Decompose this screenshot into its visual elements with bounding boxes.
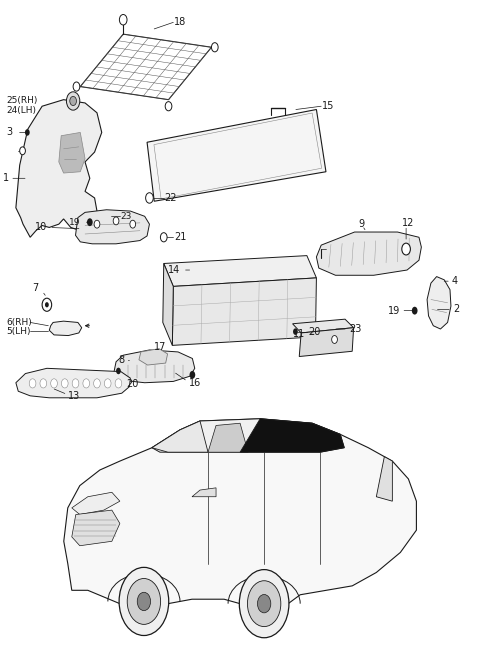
Text: 20: 20 bbox=[127, 379, 139, 389]
Polygon shape bbox=[152, 421, 208, 452]
Polygon shape bbox=[163, 263, 173, 345]
Circle shape bbox=[190, 371, 195, 379]
Text: 6(RH): 6(RH) bbox=[6, 318, 32, 327]
Text: 25(RH): 25(RH) bbox=[6, 97, 38, 105]
Circle shape bbox=[40, 379, 47, 388]
Circle shape bbox=[61, 379, 68, 388]
Circle shape bbox=[94, 220, 100, 228]
Text: 24(LH): 24(LH) bbox=[6, 106, 36, 114]
Polygon shape bbox=[72, 510, 120, 545]
Circle shape bbox=[66, 92, 80, 110]
Circle shape bbox=[51, 379, 58, 388]
Circle shape bbox=[240, 570, 289, 638]
Text: 1: 1 bbox=[3, 173, 9, 184]
Circle shape bbox=[115, 379, 122, 388]
Polygon shape bbox=[59, 132, 85, 173]
Text: 19: 19 bbox=[388, 306, 400, 316]
Polygon shape bbox=[147, 109, 326, 201]
Polygon shape bbox=[293, 319, 354, 333]
Polygon shape bbox=[152, 418, 344, 452]
Text: 21: 21 bbox=[174, 232, 187, 242]
Text: 5(LH): 5(LH) bbox=[6, 327, 31, 336]
Polygon shape bbox=[376, 457, 392, 501]
Circle shape bbox=[83, 379, 90, 388]
Text: 7: 7 bbox=[33, 284, 39, 293]
Polygon shape bbox=[114, 350, 195, 383]
Circle shape bbox=[87, 218, 93, 226]
Circle shape bbox=[45, 302, 49, 307]
Polygon shape bbox=[164, 255, 316, 286]
Circle shape bbox=[160, 233, 167, 242]
Circle shape bbox=[119, 567, 168, 636]
Text: 9: 9 bbox=[359, 219, 364, 229]
Text: 22: 22 bbox=[165, 193, 177, 203]
Circle shape bbox=[72, 379, 79, 388]
Text: 13: 13 bbox=[68, 391, 81, 401]
Text: 16: 16 bbox=[189, 378, 201, 388]
Polygon shape bbox=[16, 99, 102, 238]
Circle shape bbox=[113, 217, 119, 225]
Circle shape bbox=[293, 328, 298, 335]
Circle shape bbox=[94, 379, 100, 388]
Polygon shape bbox=[192, 488, 216, 497]
Circle shape bbox=[70, 96, 76, 105]
Circle shape bbox=[116, 368, 121, 374]
Polygon shape bbox=[208, 423, 248, 452]
Polygon shape bbox=[49, 321, 82, 336]
Text: 11: 11 bbox=[293, 329, 305, 340]
Text: 10: 10 bbox=[35, 222, 48, 232]
Circle shape bbox=[104, 379, 111, 388]
Text: 4: 4 bbox=[452, 276, 458, 286]
Text: 20: 20 bbox=[308, 326, 320, 337]
Polygon shape bbox=[72, 492, 120, 515]
Polygon shape bbox=[240, 418, 344, 452]
Circle shape bbox=[137, 592, 151, 611]
Polygon shape bbox=[299, 328, 354, 357]
Text: 8: 8 bbox=[119, 355, 125, 365]
Circle shape bbox=[25, 129, 30, 136]
Polygon shape bbox=[316, 232, 421, 275]
Text: 15: 15 bbox=[322, 101, 335, 111]
Circle shape bbox=[257, 594, 271, 613]
Text: 12: 12 bbox=[402, 218, 415, 228]
Text: 2: 2 bbox=[453, 305, 459, 315]
Polygon shape bbox=[427, 276, 451, 329]
Circle shape bbox=[212, 43, 218, 52]
Polygon shape bbox=[64, 418, 417, 608]
Text: 18: 18 bbox=[174, 17, 187, 28]
Circle shape bbox=[29, 379, 36, 388]
Polygon shape bbox=[139, 349, 168, 365]
Circle shape bbox=[73, 82, 80, 91]
Text: 23: 23 bbox=[121, 212, 132, 221]
Text: 14: 14 bbox=[168, 265, 180, 275]
Circle shape bbox=[120, 14, 127, 25]
Text: 19: 19 bbox=[69, 218, 80, 227]
Circle shape bbox=[402, 243, 410, 255]
Circle shape bbox=[145, 193, 153, 203]
Text: 3: 3 bbox=[6, 128, 12, 138]
Text: 23: 23 bbox=[349, 324, 361, 334]
Circle shape bbox=[130, 220, 136, 228]
Circle shape bbox=[146, 195, 151, 201]
Circle shape bbox=[247, 581, 281, 626]
Circle shape bbox=[165, 101, 172, 111]
Text: 17: 17 bbox=[154, 342, 167, 352]
Circle shape bbox=[412, 307, 418, 315]
Polygon shape bbox=[172, 278, 316, 345]
Circle shape bbox=[332, 336, 337, 343]
Circle shape bbox=[20, 147, 25, 155]
Polygon shape bbox=[75, 210, 149, 244]
Polygon shape bbox=[16, 368, 131, 398]
Circle shape bbox=[127, 578, 161, 624]
Circle shape bbox=[42, 298, 52, 311]
